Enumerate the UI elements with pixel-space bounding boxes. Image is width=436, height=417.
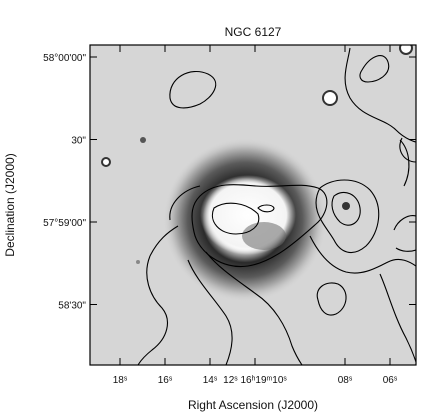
x-tick-label: 06ˢ bbox=[383, 375, 398, 386]
plot-frame bbox=[89, 44, 417, 366]
x-axis-label: Right Ascension (J2000) bbox=[188, 398, 318, 412]
y-tick-label: 58'30" bbox=[58, 301, 86, 312]
corner-star bbox=[399, 45, 413, 55]
image-panel bbox=[90, 45, 416, 365]
faint-star bbox=[136, 260, 140, 264]
x-tick-label: 14ˢ bbox=[203, 375, 218, 386]
y-tick-label: 58°00'00" bbox=[43, 53, 86, 64]
radio-contours bbox=[137, 47, 416, 365]
x-tick-label: 18ˢ bbox=[113, 375, 128, 386]
faint-star bbox=[140, 137, 146, 143]
y-axis-label: Declination (J2000) bbox=[3, 153, 17, 256]
bright-star bbox=[322, 90, 338, 106]
galaxy-dark-lane bbox=[242, 222, 286, 250]
x-axis: 18ˢ 16ˢ 14ˢ 12ˢ 16ʰ19ᵐ10ˢ 08ˢ 06ˢ bbox=[113, 45, 398, 386]
field-star bbox=[101, 157, 111, 167]
x-tick-label: 12ˢ 16ʰ19ᵐ10ˢ bbox=[223, 375, 287, 386]
y-tick-label: 57°59'00" bbox=[43, 218, 86, 229]
x-tick-label: 16ˢ bbox=[158, 375, 173, 386]
figure-title: NGC 6127 bbox=[225, 25, 282, 39]
y-tick-label: 30" bbox=[71, 136, 86, 147]
companion-source bbox=[342, 202, 350, 210]
y-axis: 58°00'00" 30" 57°59'00" 58'30" bbox=[43, 53, 416, 312]
x-tick-label: 08ˢ bbox=[338, 375, 353, 386]
